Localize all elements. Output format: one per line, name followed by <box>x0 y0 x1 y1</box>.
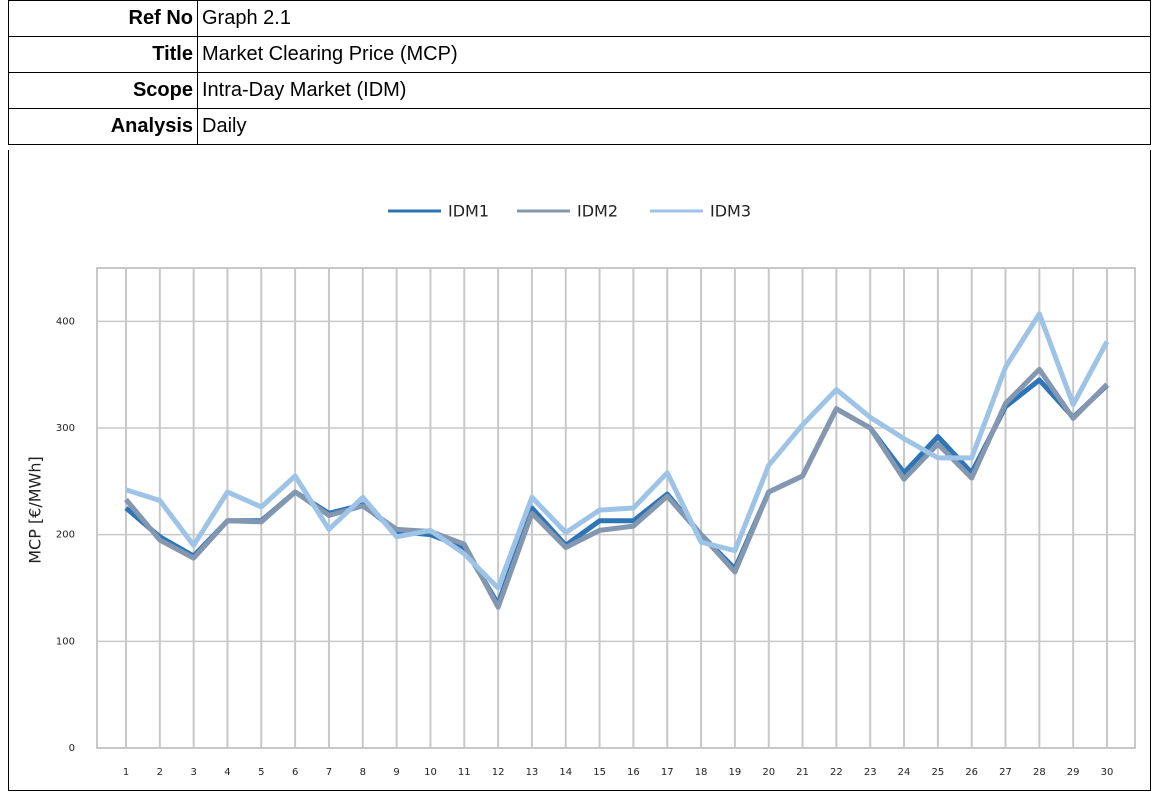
x-tick-label: 14 <box>559 767 572 778</box>
x-tick-label: 22 <box>830 767 843 778</box>
header-value: Market Clearing Price (MCP) <box>197 36 1151 73</box>
x-tick-label: 6 <box>292 767 298 778</box>
y-axis-title: MCP [€/MWh] <box>26 456 45 564</box>
x-tick-label: 27 <box>999 767 1012 778</box>
x-tick-label: 9 <box>393 767 399 778</box>
header-table: Ref No Graph 2.1 Title Market Clearing Pri… <box>8 0 1151 145</box>
y-tick-label: 400 <box>56 316 75 327</box>
x-tick-label: 11 <box>458 767 471 778</box>
header-value: Intra-Day Market (IDM) <box>197 72 1151 109</box>
legend-label: IDM3 <box>710 202 751 221</box>
x-tick-label: 8 <box>360 767 366 778</box>
legend-label: IDM2 <box>577 202 618 221</box>
header-row: Title Market Clearing Price (MCP) <box>8 36 1151 73</box>
x-tick-label: 1 <box>123 767 129 778</box>
x-tick-label: 25 <box>931 767 944 778</box>
series-line <box>124 366 1109 610</box>
chart-frame <box>8 150 1151 791</box>
x-tick-label: 16 <box>627 767 640 778</box>
x-tick-label: 18 <box>695 767 708 778</box>
x-tick-label: 2 <box>157 767 163 778</box>
x-tick-label: 15 <box>593 767 606 778</box>
y-tick-label: 0 <box>69 743 75 754</box>
x-tick-label: 28 <box>1033 767 1046 778</box>
x-tick-label: 23 <box>864 767 877 778</box>
x-tick-label: 4 <box>224 767 230 778</box>
series-line <box>125 311 1110 591</box>
y-tick-label: 300 <box>56 423 75 434</box>
x-tick-label: 17 <box>661 767 674 778</box>
x-tick-label: 19 <box>729 767 742 778</box>
x-tick-label: 29 <box>1067 767 1080 778</box>
legend-label: IDM1 <box>448 202 489 221</box>
x-tick-label: 10 <box>424 767 437 778</box>
header-row: Ref No Graph 2.1 <box>8 0 1151 37</box>
x-tick-label: 7 <box>326 767 332 778</box>
series-line <box>124 377 1109 607</box>
x-tick-label: 20 <box>762 767 775 778</box>
x-tick-label: 3 <box>190 767 196 778</box>
x-tick-label: 5 <box>258 767 264 778</box>
y-tick-label: 200 <box>56 530 75 541</box>
y-tick-label: 100 <box>56 636 75 647</box>
x-tick-label: 26 <box>965 767 978 778</box>
header-value: Graph 2.1 <box>197 0 1151 37</box>
header-key: Analysis <box>8 108 198 145</box>
header-key: Ref No <box>8 0 198 37</box>
header-row: Scope Intra-Day Market (IDM) <box>8 72 1151 109</box>
x-tick-label: 13 <box>526 767 539 778</box>
x-tick-label: 12 <box>492 767 505 778</box>
x-tick-label: 30 <box>1101 767 1114 778</box>
x-tick-label: 21 <box>796 767 809 778</box>
header-row: Analysis Daily <box>8 108 1151 145</box>
header-value: Daily <box>197 108 1151 145</box>
x-tick-label: 24 <box>898 767 911 778</box>
